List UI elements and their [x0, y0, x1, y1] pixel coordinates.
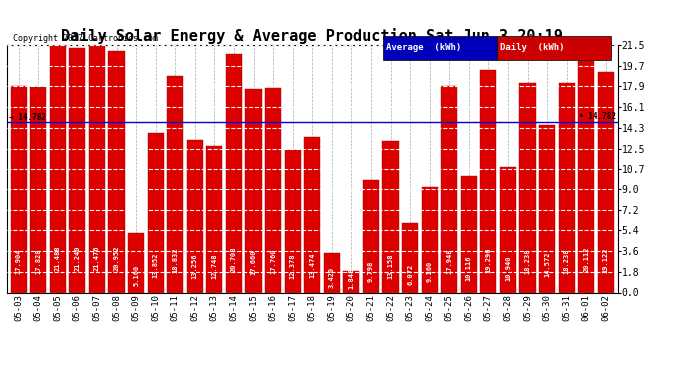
Bar	[402, 223, 418, 292]
Text: → 14.782: → 14.782	[9, 113, 46, 122]
Text: 13.474: 13.474	[309, 253, 315, 278]
Text: 17.760: 17.760	[270, 249, 276, 274]
Text: 13.158: 13.158	[388, 253, 393, 279]
Bar	[10, 86, 27, 292]
Text: 9.798: 9.798	[368, 261, 374, 282]
Bar	[461, 176, 477, 292]
Text: 18.238: 18.238	[524, 249, 531, 274]
Text: 19.122: 19.122	[603, 248, 609, 273]
Bar	[69, 48, 86, 292]
Bar	[559, 82, 575, 292]
Text: 17.660: 17.660	[250, 249, 257, 274]
Bar	[344, 271, 359, 292]
Bar	[520, 82, 535, 292]
Text: 10.940: 10.940	[505, 255, 511, 281]
Text: 20.952: 20.952	[113, 246, 119, 272]
Bar	[148, 133, 164, 292]
Text: 17.904: 17.904	[16, 249, 21, 274]
Bar	[265, 88, 281, 292]
Text: 1.848: 1.848	[348, 268, 355, 289]
Bar	[246, 89, 262, 292]
Bar	[89, 45, 105, 292]
Text: 17.948: 17.948	[446, 249, 452, 274]
Bar	[108, 51, 124, 292]
Text: 12.748: 12.748	[211, 254, 217, 279]
Text: 6.072: 6.072	[407, 264, 413, 285]
Bar	[285, 150, 301, 292]
Bar	[226, 54, 242, 292]
Text: 12.378: 12.378	[290, 254, 295, 279]
Bar	[324, 253, 339, 292]
Text: Daily  (kWh): Daily (kWh)	[500, 44, 564, 52]
Title: Daily Solar Energy & Average Production Sat Jun 3 20:19: Daily Solar Energy & Average Production …	[61, 28, 563, 44]
Bar	[539, 125, 555, 292]
Bar	[50, 45, 66, 292]
Text: 20.708: 20.708	[231, 246, 237, 272]
Text: 19.296: 19.296	[485, 248, 491, 273]
Text: 13.256: 13.256	[192, 253, 198, 279]
Text: 18.238: 18.238	[564, 249, 570, 274]
Text: 9.160: 9.160	[426, 261, 433, 282]
Bar	[480, 70, 496, 292]
Bar	[167, 76, 184, 292]
Text: 3.420: 3.420	[329, 266, 335, 288]
Bar	[500, 166, 516, 292]
Text: 5.160: 5.160	[133, 265, 139, 286]
Text: 13.852: 13.852	[152, 252, 159, 278]
Text: 20.112: 20.112	[583, 247, 589, 272]
Bar	[441, 86, 457, 292]
Text: 14.572: 14.572	[544, 252, 550, 278]
Bar	[363, 180, 379, 292]
Bar	[128, 233, 144, 292]
Bar	[30, 87, 46, 292]
Text: 21.240: 21.240	[75, 246, 80, 271]
Text: 21.476: 21.476	[94, 246, 100, 271]
Text: • 14.782: • 14.782	[579, 112, 615, 121]
Bar	[578, 61, 594, 292]
Text: 21.488: 21.488	[55, 246, 61, 271]
Text: Copyright 2017 Cartronics.com: Copyright 2017 Cartronics.com	[13, 33, 158, 42]
Text: 10.116: 10.116	[466, 256, 472, 282]
Bar	[187, 140, 203, 292]
Bar	[206, 146, 222, 292]
Text: 18.832: 18.832	[172, 248, 178, 273]
Text: Average  (kWh): Average (kWh)	[386, 44, 462, 52]
Bar	[382, 141, 399, 292]
Bar	[598, 72, 614, 292]
Bar	[422, 187, 437, 292]
Bar	[304, 137, 320, 292]
Text: 17.828: 17.828	[35, 249, 41, 274]
